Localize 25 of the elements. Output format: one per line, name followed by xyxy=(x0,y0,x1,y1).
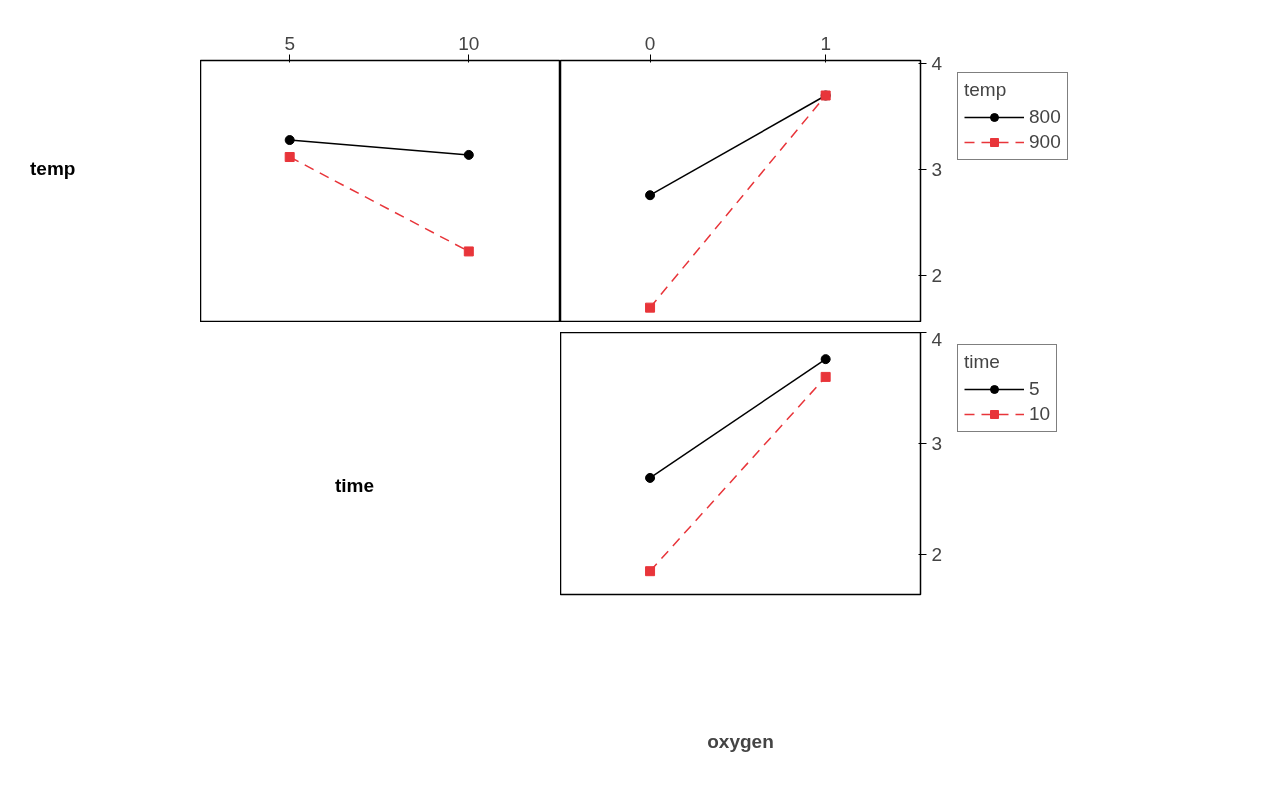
y-tick-label: 4 xyxy=(931,53,943,75)
y-tick-label: 3 xyxy=(931,159,943,181)
y-axis-title: time xyxy=(334,474,375,498)
x-tick-label: 0 xyxy=(644,32,656,54)
y-tick-label: 3 xyxy=(931,433,943,455)
y-tick-label: 2 xyxy=(931,265,943,287)
x-tick-label: 5 xyxy=(284,32,295,54)
legend-label: 10 xyxy=(1029,403,1051,425)
y-tick-label: 2 xyxy=(931,544,943,566)
point xyxy=(463,246,474,257)
legend-label: 900 xyxy=(1029,131,1061,153)
x-axis-title: oxygen xyxy=(707,730,774,752)
point xyxy=(645,190,656,201)
x-tick-label: 1 xyxy=(820,32,831,54)
y-tick-label: 4 xyxy=(931,328,943,350)
legend-label: 800 xyxy=(1029,106,1061,128)
point xyxy=(645,302,656,313)
x-tick-label: 10 xyxy=(458,32,480,54)
point xyxy=(284,152,295,163)
legend-title: time xyxy=(964,351,1001,373)
legend-label: 5 xyxy=(1029,378,1041,400)
y-axis-title: temp xyxy=(29,157,76,181)
point xyxy=(463,149,474,160)
point xyxy=(284,135,295,146)
legend-title: temp xyxy=(964,79,1008,101)
